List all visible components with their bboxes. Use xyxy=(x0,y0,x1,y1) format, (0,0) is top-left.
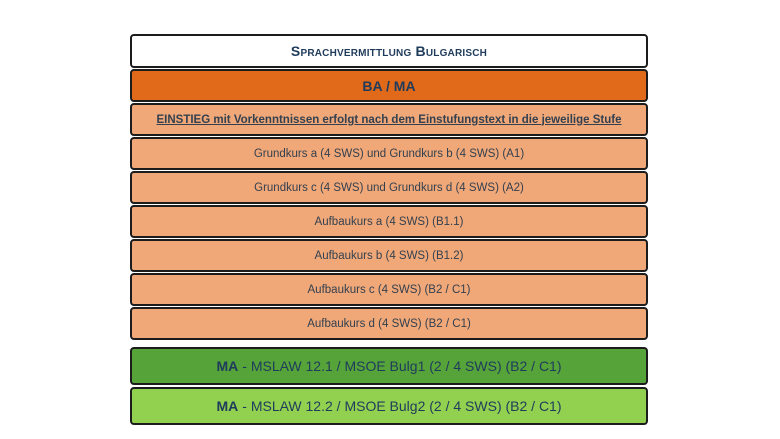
level-group-header: BA / MA xyxy=(130,69,648,102)
diagram-title: Sprachvermittlung Bulgarisch xyxy=(130,34,648,68)
ma-module-2-prefix: MA xyxy=(216,398,239,414)
ma-module-2: MA - MSLAW 12.2 / MSOE Bulg2 (2 / 4 SWS)… xyxy=(130,387,648,425)
course-box-aufbaukurs-a: Aufbaukurs a (4 SWS) (B1.1) xyxy=(130,205,648,238)
ma-module-1-prefix: MA xyxy=(216,358,239,374)
ma-module-2-text: - MSLAW 12.2 / MSOE Bulg2 (2 / 4 SWS) (B… xyxy=(242,398,562,414)
course-box-grundkurs-a-b: Grundkurs a (4 SWS) und Grundkurs b (4 S… xyxy=(130,137,648,170)
ma-module-1-text: - MSLAW 12.1 / MSOE Bulg1 (2 / 4 SWS) (B… xyxy=(242,358,562,374)
course-box-aufbaukurs-b: Aufbaukurs b (4 SWS) (B1.2) xyxy=(130,239,648,272)
course-box-grundkurs-c-d: Grundkurs c (4 SWS) und Grundkurs d (4 S… xyxy=(130,171,648,204)
entry-note: EINSTIEG mit Vorkenntnissen erfolgt nach… xyxy=(130,103,648,136)
course-box-aufbaukurs-c: Aufbaukurs c (4 SWS) (B2 / C1) xyxy=(130,273,648,306)
ma-module-1: MA - MSLAW 12.1 / MSOE Bulg1 (2 / 4 SWS)… xyxy=(130,347,648,385)
course-box-aufbaukurs-d: Aufbaukurs d (4 SWS) (B2 / C1) xyxy=(130,307,648,340)
